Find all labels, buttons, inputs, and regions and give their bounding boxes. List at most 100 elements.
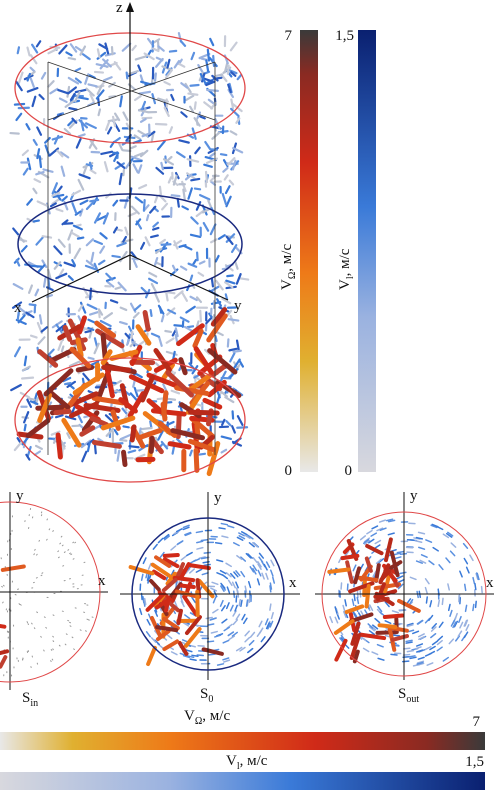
vector xyxy=(69,552,71,555)
vector xyxy=(362,647,370,653)
vector xyxy=(394,556,402,560)
vector xyxy=(252,567,257,575)
vector xyxy=(71,202,78,214)
vector xyxy=(157,335,163,347)
vector xyxy=(375,630,398,635)
vector xyxy=(412,630,420,635)
vector xyxy=(248,542,255,548)
colorbar xyxy=(0,732,485,750)
vector xyxy=(130,155,144,162)
vector xyxy=(220,418,226,427)
vector xyxy=(13,440,23,452)
vector xyxy=(138,184,148,190)
vector xyxy=(71,259,77,267)
vector xyxy=(97,259,106,266)
vector xyxy=(227,525,235,529)
vector xyxy=(25,418,51,439)
vector xyxy=(143,597,147,606)
vector xyxy=(158,306,163,314)
vector xyxy=(163,533,170,540)
vector xyxy=(257,563,262,570)
vector xyxy=(26,198,33,206)
axis-label: x xyxy=(289,575,297,591)
vector xyxy=(77,178,85,191)
vector xyxy=(27,397,36,401)
vector xyxy=(203,163,213,168)
vector xyxy=(66,85,71,98)
vector xyxy=(244,534,251,540)
colorbar-max: 7 xyxy=(473,714,481,730)
vector xyxy=(55,272,68,280)
vector xyxy=(342,604,346,612)
vector xyxy=(40,71,47,80)
vector xyxy=(102,212,109,225)
vector xyxy=(182,526,190,531)
vector xyxy=(25,123,31,131)
vector xyxy=(166,633,173,640)
vector xyxy=(269,620,274,628)
vector xyxy=(122,235,127,243)
vector xyxy=(2,601,4,604)
vector xyxy=(150,408,187,417)
vector xyxy=(175,528,183,533)
vector xyxy=(164,69,173,80)
vector xyxy=(124,226,129,236)
vector xyxy=(157,45,165,52)
vector xyxy=(226,68,238,75)
vector xyxy=(233,571,239,578)
vector xyxy=(176,197,180,208)
vector xyxy=(57,88,70,95)
vector xyxy=(149,308,153,317)
vector xyxy=(334,638,348,662)
vector xyxy=(224,185,231,195)
vector xyxy=(390,653,398,656)
vector xyxy=(210,587,218,592)
vector xyxy=(106,126,113,135)
vector xyxy=(113,428,119,436)
vector xyxy=(244,585,248,593)
vector xyxy=(150,332,161,338)
vector xyxy=(163,106,170,117)
vector xyxy=(112,199,119,207)
vector xyxy=(229,41,238,52)
vector xyxy=(431,640,439,646)
vector xyxy=(32,138,38,146)
vector xyxy=(349,633,362,661)
vector xyxy=(377,623,398,630)
vector xyxy=(77,315,87,335)
vector xyxy=(236,73,243,81)
vector xyxy=(157,420,178,438)
vector xyxy=(55,207,64,213)
vector xyxy=(235,273,242,285)
vector xyxy=(453,620,459,628)
vector xyxy=(29,54,38,65)
vector xyxy=(9,131,20,135)
vector xyxy=(234,260,239,270)
vector xyxy=(119,95,123,108)
vector xyxy=(221,618,228,624)
vector xyxy=(340,553,360,561)
vector xyxy=(16,46,21,55)
vector xyxy=(207,623,215,626)
vector xyxy=(230,71,237,77)
vector xyxy=(191,654,199,658)
vector xyxy=(374,617,381,624)
vector xyxy=(112,226,119,234)
vector xyxy=(396,575,404,580)
vector xyxy=(19,603,22,606)
vector xyxy=(418,546,426,550)
vector xyxy=(228,635,236,641)
vector xyxy=(10,383,22,392)
vector xyxy=(152,221,159,228)
vector xyxy=(463,583,467,592)
vector xyxy=(74,45,83,52)
vector xyxy=(235,613,241,621)
vector xyxy=(384,620,392,625)
vector xyxy=(225,602,230,610)
colorbar-label: Vl, м/с xyxy=(226,753,268,772)
vector xyxy=(126,338,131,346)
vector xyxy=(199,72,207,84)
vector xyxy=(399,571,407,575)
vector xyxy=(173,324,183,327)
vector xyxy=(200,539,209,542)
